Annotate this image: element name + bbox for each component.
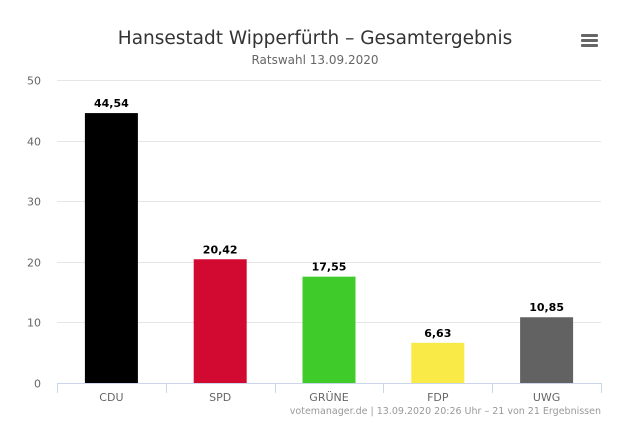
data-labels: 44,54 20,42 17,55 6,63 10,85 (94, 97, 564, 340)
bar-gr-ne[interactable] (302, 276, 356, 383)
x-tick-label: GRÜNE (309, 391, 348, 404)
data-label: 44,54 (94, 97, 129, 110)
grid-lines (57, 80, 601, 323)
bar-spd[interactable] (193, 259, 247, 383)
x-tick-label: UWG (533, 391, 560, 404)
y-tick-label: 30 (27, 196, 41, 209)
x-tick-label: SPD (209, 391, 231, 404)
x-tick-label: FDP (427, 391, 449, 404)
y-tick-label: 50 (27, 75, 41, 88)
data-label: 6,63 (424, 327, 451, 340)
chart-subtitle: Ratswahl 13.09.2020 (251, 53, 378, 67)
y-tick-label: 20 (27, 257, 41, 270)
hamburger-menu-icon (581, 34, 598, 47)
chart-menu-button[interactable] (576, 28, 602, 52)
bar-uwg[interactable] (520, 317, 574, 383)
x-tick-label: CDU (99, 391, 123, 404)
y-tick-label: 40 (27, 136, 41, 149)
bar-cdu[interactable] (84, 113, 138, 384)
chart-title: Hansestadt Wipperfürth – Gesamtergebnis (118, 28, 512, 49)
y-tick-label: 10 (27, 317, 41, 330)
data-label: 10,85 (529, 301, 564, 314)
y-tick-label: 0 (34, 378, 41, 391)
chart-credits[interactable]: votemanager.de | 13.09.2020 20:26 Uhr – … (290, 406, 601, 417)
x-axis: CDU SPD GRÜNE FDP UWG (57, 383, 602, 404)
data-label: 20,42 (203, 243, 238, 256)
y-axis: 0 10 20 30 40 50 (27, 75, 41, 391)
data-label: 17,55 (312, 261, 347, 274)
bar-series (84, 113, 574, 384)
bar-fdp[interactable] (411, 342, 465, 383)
